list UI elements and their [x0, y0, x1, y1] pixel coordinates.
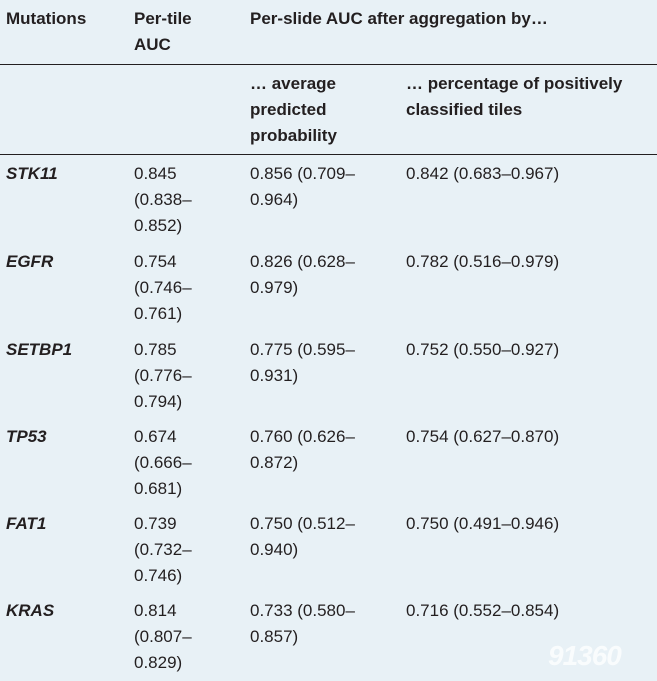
subheader-divider — [0, 154, 657, 155]
avg-prob-value: 0.760 (0.626– 0.872) — [250, 427, 355, 472]
gene-name: FAT1 — [6, 514, 47, 533]
gene-name: SETBP1 — [6, 340, 73, 359]
subheader-percentage-positive: … percentage of positively classified ti… — [406, 74, 623, 119]
gene-name: EGFR — [6, 252, 54, 271]
pct-positive-value: 0.782 (0.516–0.979) — [406, 252, 560, 271]
per-tile-value: 0.754 (0.746– 0.761) — [134, 252, 192, 323]
subheader-average-probability: … average predicted probability — [250, 74, 337, 145]
watermark-logo: 91360 — [548, 640, 622, 671]
header-per-tile-auc: Per-tile AUC — [134, 9, 192, 54]
header-divider — [0, 64, 657, 65]
pct-positive-value: 0.752 (0.550–0.927) — [406, 340, 560, 359]
per-tile-value: 0.845 (0.838– 0.852) — [134, 164, 192, 235]
avg-prob-value: 0.775 (0.595– 0.931) — [250, 340, 355, 385]
pct-positive-value: 0.716 (0.552–0.854) — [406, 601, 560, 620]
header-per-slide-auc: Per-slide AUC after aggregation by… — [250, 9, 548, 28]
gene-name: STK11 — [6, 164, 58, 183]
gene-name: KRAS — [6, 601, 55, 620]
gene-name: TP53 — [6, 427, 47, 446]
pct-positive-value: 0.750 (0.491–0.946) — [406, 514, 560, 533]
per-tile-value: 0.785 (0.776– 0.794) — [134, 340, 192, 411]
per-tile-value: 0.814 (0.807– 0.829) — [134, 601, 192, 672]
header-mutations: Mutations — [6, 9, 87, 28]
per-tile-value: 0.674 (0.666– 0.681) — [134, 427, 192, 498]
avg-prob-value: 0.856 (0.709– 0.964) — [250, 164, 355, 209]
pct-positive-value: 0.842 (0.683–0.967) — [406, 164, 560, 183]
avg-prob-value: 0.826 (0.628– 0.979) — [250, 252, 355, 297]
per-tile-value: 0.739 (0.732– 0.746) — [134, 514, 192, 585]
avg-prob-value: 0.750 (0.512– 0.940) — [250, 514, 355, 559]
pct-positive-value: 0.754 (0.627–0.870) — [406, 427, 560, 446]
avg-prob-value: 0.733 (0.580– 0.857) — [250, 601, 355, 646]
